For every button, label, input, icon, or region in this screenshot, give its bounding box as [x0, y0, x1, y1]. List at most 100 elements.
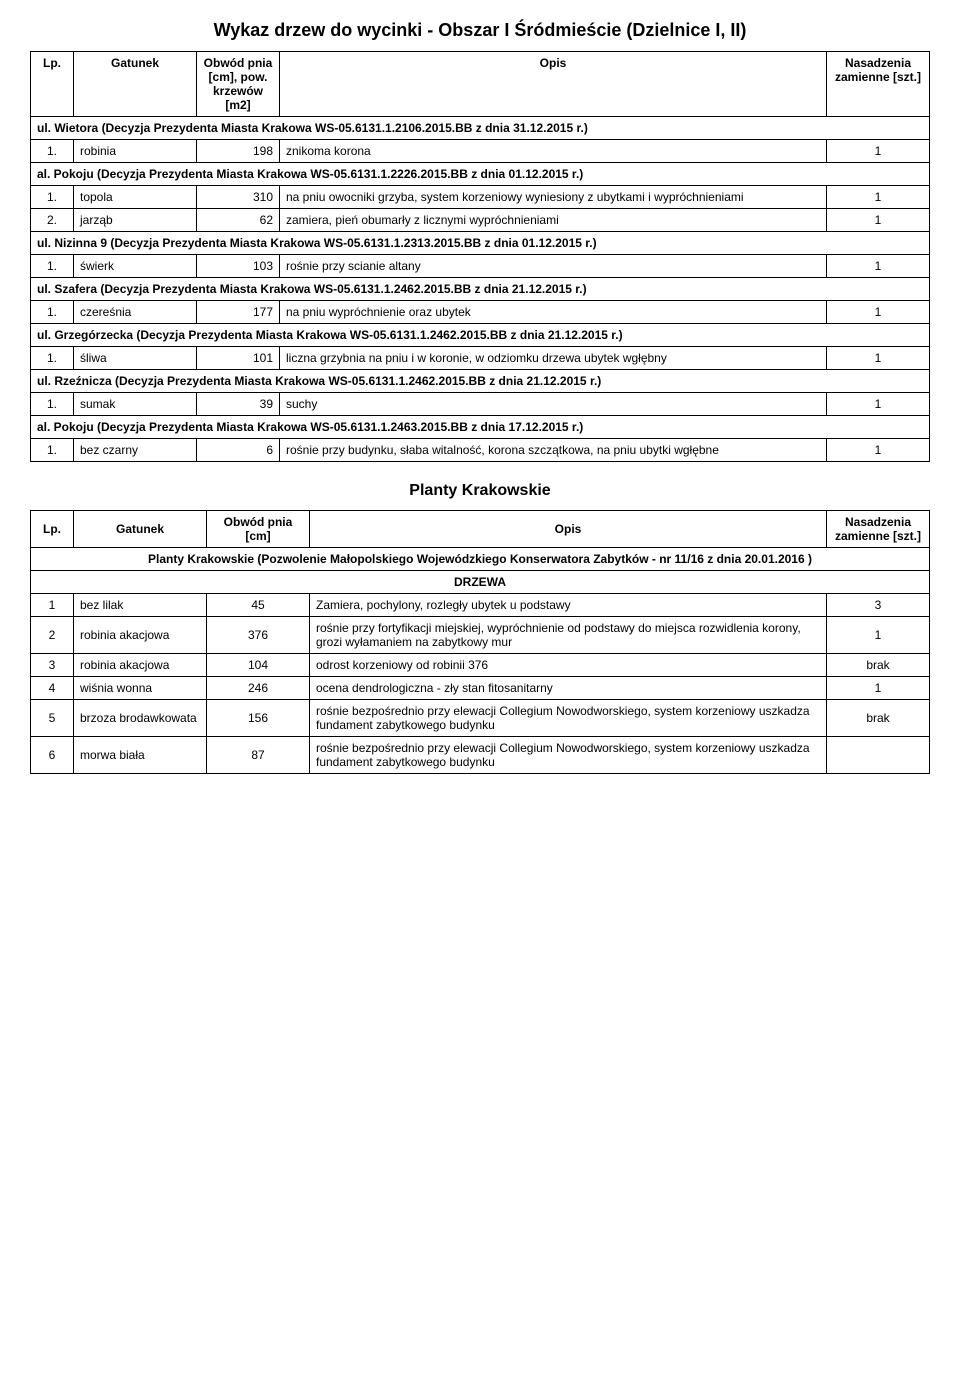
cell-lp: 1. — [31, 301, 74, 324]
planty-permit: Planty Krakowskie (Pozwolenie Małopolski… — [31, 548, 930, 571]
cell-obwod: 156 — [207, 700, 310, 737]
section-heading: ul. Rzeźnicza (Decyzja Prezydenta Miasta… — [31, 370, 930, 393]
planty-obwod-header: Obwód pnia [cm] — [207, 511, 310, 548]
cell-opis: na pniu owocniki grzyba, system korzenio… — [280, 186, 827, 209]
table-row: 1bez lilak45Zamiera, pochylony, rozległy… — [31, 594, 930, 617]
table-row: 1.śliwa101liczna grzybnia na pniu i w ko… — [31, 347, 930, 370]
cell-opis: na pniu wypróchnienie oraz ubytek — [280, 301, 827, 324]
cell-lp: 3 — [31, 654, 74, 677]
cell-gatunek: świerk — [74, 255, 197, 278]
table-row: 1.czereśnia177na pniu wypróchnienie oraz… — [31, 301, 930, 324]
section-heading: ul. Nizinna 9 (Decyzja Prezydenta Miasta… — [31, 232, 930, 255]
cell-obwod: 310 — [197, 186, 280, 209]
table-row: 4wiśnia wonna246ocena dendrologiczna - z… — [31, 677, 930, 700]
cell-obwod: 87 — [207, 737, 310, 774]
cell-gatunek: robinia akacjowa — [74, 617, 207, 654]
col-gatunek-header: Gatunek — [74, 52, 197, 117]
cell-opis: rośnie przy fortyfikacji miejskiej, wypr… — [310, 617, 827, 654]
section-heading: ul. Wietora (Decyzja Prezydenta Miasta K… — [31, 117, 930, 140]
cell-obwod: 376 — [207, 617, 310, 654]
table-row: 5brzoza brodawkowata156rośnie bezpośredn… — [31, 700, 930, 737]
planty-lp-header: Lp. — [31, 511, 74, 548]
cell-opis: rośnie przy scianie altany — [280, 255, 827, 278]
table-row: 1.sumak39suchy1 — [31, 393, 930, 416]
main-table: Lp. Gatunek Obwód pnia [cm], pow. krzewó… — [30, 51, 930, 462]
cell-lp: 2 — [31, 617, 74, 654]
cell-gatunek: czereśnia — [74, 301, 197, 324]
cell-opis: odrost korzeniowy od robinii 376 — [310, 654, 827, 677]
planty-opis-header: Opis — [310, 511, 827, 548]
cell-lp: 1 — [31, 594, 74, 617]
cell-opis: rośnie bezpośrednio przy elewacji Colleg… — [310, 737, 827, 774]
cell-gatunek: morwa biała — [74, 737, 207, 774]
table-row: 1.bez czarny6rośnie przy budynku, słaba … — [31, 439, 930, 462]
col-obwod-header: Obwód pnia [cm], pow. krzewów [m2] — [197, 52, 280, 117]
cell-nasadzenia: 1 — [827, 347, 930, 370]
section-heading: al. Pokoju (Decyzja Prezydenta Miasta Kr… — [31, 163, 930, 186]
planty-title: Planty Krakowskie — [30, 482, 930, 500]
planty-header-table: Lp. Gatunek Obwód pnia [cm] Opis Nasadze… — [30, 510, 930, 774]
cell-nasadzenia: brak — [827, 654, 930, 677]
cell-opis: suchy — [280, 393, 827, 416]
cell-gatunek: robinia akacjowa — [74, 654, 207, 677]
cell-nasadzenia: 1 — [827, 677, 930, 700]
cell-nasadzenia: 1 — [827, 617, 930, 654]
cell-nasadzenia: 1 — [827, 186, 930, 209]
cell-lp: 6 — [31, 737, 74, 774]
cell-obwod: 198 — [197, 140, 280, 163]
cell-obwod: 246 — [207, 677, 310, 700]
section-heading: ul. Szafera (Decyzja Prezydenta Miasta K… — [31, 278, 930, 301]
table-row: 1.topola310na pniu owocniki grzyba, syst… — [31, 186, 930, 209]
cell-obwod: 101 — [197, 347, 280, 370]
cell-lp: 5 — [31, 700, 74, 737]
cell-lp: 1. — [31, 393, 74, 416]
cell-lp: 1. — [31, 439, 74, 462]
cell-nasadzenia: 1 — [827, 439, 930, 462]
cell-obwod: 104 — [207, 654, 310, 677]
cell-gatunek: sumak — [74, 393, 197, 416]
cell-lp: 4 — [31, 677, 74, 700]
table-row: 2robinia akacjowa376rośnie przy fortyfik… — [31, 617, 930, 654]
table-row: 2.jarząb62zamiera, pień obumarły z liczn… — [31, 209, 930, 232]
cell-obwod: 6 — [197, 439, 280, 462]
cell-gatunek: śliwa — [74, 347, 197, 370]
cell-lp: 2. — [31, 209, 74, 232]
col-opis-header: Opis — [280, 52, 827, 117]
cell-nasadzenia — [827, 737, 930, 774]
cell-gatunek: wiśnia wonna — [74, 677, 207, 700]
section-heading: al. Pokoju (Decyzja Prezydenta Miasta Kr… — [31, 416, 930, 439]
cell-gatunek: brzoza brodawkowata — [74, 700, 207, 737]
cell-obwod: 177 — [197, 301, 280, 324]
cell-nasadzenia: 1 — [827, 301, 930, 324]
cell-gatunek: robinia — [74, 140, 197, 163]
cell-gatunek: bez lilak — [74, 594, 207, 617]
cell-lp: 1. — [31, 186, 74, 209]
cell-nasadzenia: 1 — [827, 393, 930, 416]
cell-obwod: 45 — [207, 594, 310, 617]
planty-nasadzenia-header: Nasadzenia zamienne [szt.] — [827, 511, 930, 548]
cell-opis: Zamiera, pochylony, rozległy ubytek u po… — [310, 594, 827, 617]
cell-nasadzenia: 3 — [827, 594, 930, 617]
cell-opis: zamiera, pień obumarły z licznymi wypróc… — [280, 209, 827, 232]
section-heading: ul. Grzegórzecka (Decyzja Prezydenta Mia… — [31, 324, 930, 347]
cell-opis: znikoma korona — [280, 140, 827, 163]
table-row: 1.świerk103rośnie przy scianie altany1 — [31, 255, 930, 278]
cell-gatunek: jarząb — [74, 209, 197, 232]
cell-gatunek: bez czarny — [74, 439, 197, 462]
col-nasadzenia-header: Nasadzenia zamienne [szt.] — [827, 52, 930, 117]
table-row: 1.robinia198znikoma korona1 — [31, 140, 930, 163]
cell-opis: ocena dendrologiczna - zły stan fitosani… — [310, 677, 827, 700]
cell-lp: 1. — [31, 255, 74, 278]
cell-nasadzenia: 1 — [827, 255, 930, 278]
cell-lp: 1. — [31, 140, 74, 163]
cell-nasadzenia: 1 — [827, 209, 930, 232]
cell-nasadzenia: 1 — [827, 140, 930, 163]
table-row: 3robinia akacjowa104odrost korzeniowy od… — [31, 654, 930, 677]
planty-drzewa-label: DRZEWA — [31, 571, 930, 594]
cell-obwod: 103 — [197, 255, 280, 278]
cell-nasadzenia: brak — [827, 700, 930, 737]
table-row: 6morwa biała87rośnie bezpośrednio przy e… — [31, 737, 930, 774]
cell-obwod: 62 — [197, 209, 280, 232]
cell-lp: 1. — [31, 347, 74, 370]
planty-gatunek-header: Gatunek — [74, 511, 207, 548]
